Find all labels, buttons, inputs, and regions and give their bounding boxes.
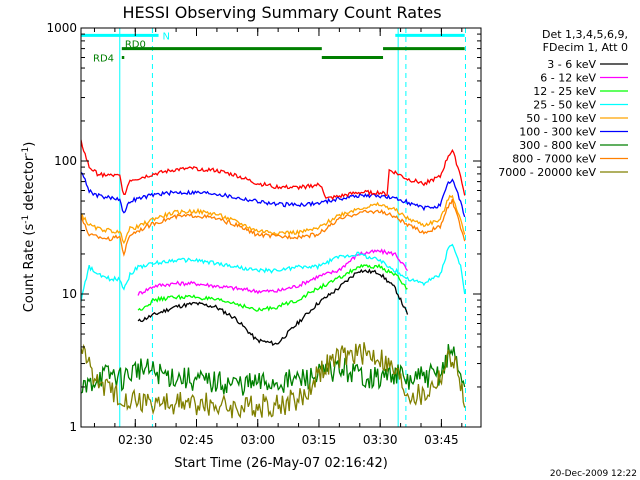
x-tick-label: 03:00 — [240, 433, 275, 447]
y-tick-label: 100 — [54, 154, 77, 168]
legend-label: 7000 - 20000 keV — [498, 166, 596, 179]
legend-label: 12 - 25 keV — [533, 85, 596, 98]
series-line — [81, 139, 466, 201]
x-tick-label: 03:30 — [363, 433, 398, 447]
x-axis-label: Start Time (26-May-07 02:16:42) — [174, 456, 388, 471]
flag-label: RD0 — [125, 40, 146, 51]
series-line — [81, 171, 466, 218]
y-tick-label: 1 — [69, 420, 77, 434]
legend-label: 6 - 12 keV — [540, 72, 596, 85]
y-axis-label: Count Rate (s-1 detector-1) — [21, 142, 37, 313]
series-line — [81, 198, 466, 257]
series-line — [81, 344, 466, 396]
flag-label: N — [163, 31, 170, 42]
x-tick-label: 03:15 — [302, 433, 337, 447]
series-line — [137, 268, 409, 346]
legend-header: FDecim 1, Att 0 — [543, 41, 628, 54]
x-tick-label: 02:45 — [179, 433, 214, 447]
y-tick-label: 1000 — [46, 21, 77, 35]
legend: Det 1,3,4,5,6,9,FDecim 1, Att 0 3 - 6 keV… — [498, 28, 628, 179]
legend-label: 800 - 7000 keV — [512, 153, 596, 166]
x-tick-label: 03:45 — [424, 433, 459, 447]
legend-label: 50 - 100 keV — [526, 112, 596, 125]
flag-label: RD4 — [93, 54, 114, 65]
series-line — [81, 342, 466, 419]
x-tick-label: 02:30 — [118, 433, 153, 447]
legend-label: 300 - 800 keV — [519, 139, 596, 152]
footer-timestamp: 20-Dec-2009 12:22 — [550, 469, 637, 479]
y-axis-label-end: ) — [22, 142, 37, 147]
legend-label: 3 - 6 keV — [547, 58, 596, 71]
y-axis-label-sup2: -1 — [21, 147, 31, 156]
chart-title: HESSI Observing Summary Count Rates — [122, 3, 441, 22]
y-axis-label-main: Count Rate (s — [22, 224, 37, 313]
series-line — [137, 263, 408, 312]
legend-label: 25 - 50 keV — [533, 99, 596, 112]
y-tick-label: 10 — [62, 287, 77, 301]
series-line — [81, 194, 466, 245]
series-line — [81, 243, 466, 302]
y-axis-label-mid: detector — [22, 155, 37, 215]
legend-label: 100 - 300 keV — [519, 126, 596, 139]
legend-header: Det 1,3,4,5,6,9, — [542, 28, 628, 41]
y-axis-label-sup1: -1 — [21, 215, 31, 224]
plot-frame — [80, 27, 482, 428]
